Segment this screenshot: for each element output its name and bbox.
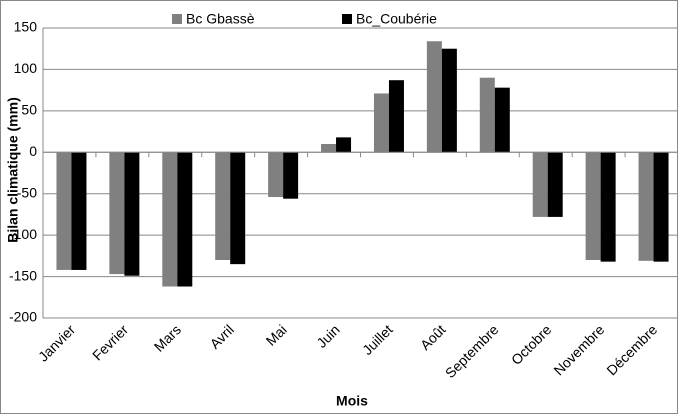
y-tick-label: 100 (14, 60, 38, 76)
y-tick-label: 50 (21, 102, 37, 118)
bar (426, 41, 442, 153)
legend-swatch (172, 14, 182, 24)
bar (638, 152, 654, 261)
legend-label: Bc_Coubérie (356, 11, 437, 27)
y-axis-label: Bilan climatique (mm) (5, 97, 21, 242)
bar (268, 152, 284, 198)
y-tick-label: -100 (9, 226, 37, 242)
y-tick-label: -150 (9, 267, 37, 283)
y-tick-label: -50 (17, 184, 37, 200)
legend-swatch (342, 14, 352, 24)
x-axis-label: Mois (336, 393, 368, 409)
bar (109, 152, 125, 275)
bar (373, 93, 389, 153)
bar (479, 77, 495, 153)
legend-label: Bc Gbassè (186, 11, 255, 27)
bar (532, 152, 548, 217)
bar (230, 152, 246, 265)
bar (336, 137, 352, 153)
bar (600, 152, 616, 262)
bar (547, 152, 563, 217)
y-tick-label: 0 (29, 143, 37, 159)
bar (71, 152, 87, 270)
bar (585, 152, 601, 260)
y-tick-label: 150 (14, 19, 38, 35)
bar (653, 152, 669, 262)
bar (56, 152, 72, 270)
bar (388, 80, 404, 153)
bar (321, 144, 337, 153)
y-tick-label: -200 (9, 309, 37, 325)
bar (441, 48, 457, 153)
bar (124, 152, 140, 276)
bar (177, 152, 193, 287)
bar (162, 152, 178, 287)
bar (494, 87, 510, 153)
bar (283, 152, 299, 199)
bar (215, 152, 231, 260)
